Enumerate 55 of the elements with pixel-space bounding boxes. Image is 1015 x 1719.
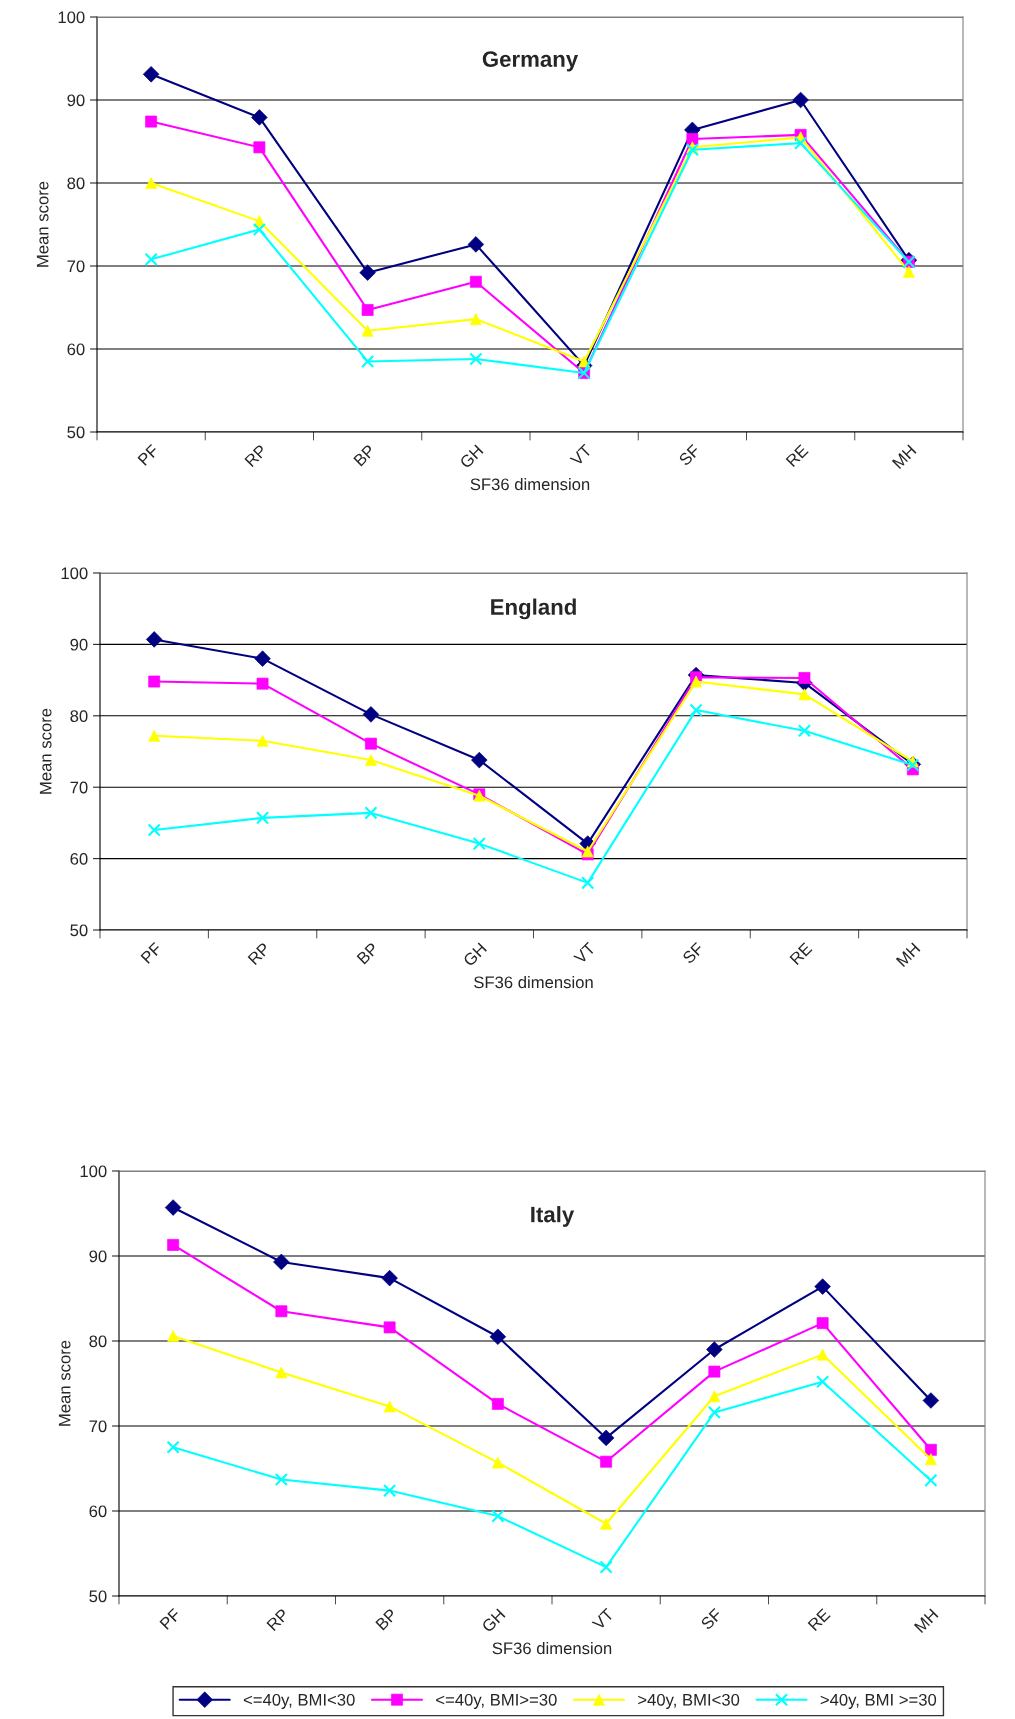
text: England — [491, 598, 576, 620]
x-tick-label: RP — [247, 942, 271, 966]
x-tick-label: MH — [895, 942, 921, 968]
y-tick-label: 60 — [67, 343, 85, 356]
x-tick-label: SF — [700, 1607, 723, 1631]
x-tick-label: BP — [356, 942, 379, 965]
y-tick-label: 70 — [67, 260, 85, 273]
x-axis-title: SF36 dimension — [492, 1641, 612, 1655]
x-tick-label: GH — [459, 444, 484, 469]
x-tick-label: VT — [591, 1607, 615, 1631]
legend-label: <=40y, BMI>=30 — [436, 1693, 557, 1709]
x-tick-label: PF — [137, 444, 160, 466]
x-tick-label: GH — [462, 942, 488, 967]
y-tick-label: 100 — [58, 11, 85, 24]
x-tick-label: BP — [353, 444, 376, 467]
x-axis-title: SF36 dimension — [470, 477, 590, 491]
y-tick-label: 70 — [70, 781, 88, 794]
text: Italy — [531, 1206, 575, 1227]
x-tick-label: BP — [375, 1608, 398, 1631]
y-tick-label: 70 — [89, 1420, 107, 1433]
x-tick-label: RP — [266, 1608, 290, 1632]
y-tick-label: 60 — [89, 1505, 107, 1518]
x-tick-label: PF — [140, 942, 163, 964]
y-axis-title: Mean score — [36, 181, 49, 267]
x-tick-label: RE — [789, 942, 813, 966]
legend-label: >40y, BMI<30 — [638, 1693, 740, 1709]
x-tick-label: SF — [681, 941, 705, 965]
y-tick-label: 80 — [89, 1335, 107, 1348]
legend-label: >40y, BMI >=30 — [820, 1693, 937, 1709]
legend-label: <=40y, BMI<30 — [243, 1693, 355, 1709]
x-tick-label: MH — [891, 444, 917, 470]
x-tick-label: VT — [569, 443, 593, 467]
y-axis-title: Mean score — [39, 708, 52, 794]
x-tick-label: PF — [159, 1608, 182, 1630]
y-tick-label: 50 — [70, 924, 88, 937]
x-tick-label: MH — [913, 1608, 939, 1634]
y-tick-label: 100 — [80, 1165, 107, 1178]
y-tick-label: 100 — [61, 567, 88, 580]
x-tick-label: GH — [481, 1608, 506, 1633]
x-tick-label: RE — [785, 444, 809, 468]
x-tick-label: SF — [678, 443, 701, 467]
y-tick-label: 90 — [67, 94, 85, 107]
y-tick-label: 80 — [70, 710, 88, 722]
y-tick-label: 90 — [89, 1250, 107, 1263]
x-tick-label: RP — [244, 444, 268, 468]
text: Germany — [482, 51, 579, 72]
x-tick-label: RE — [807, 1608, 831, 1632]
y-tick-label: 80 — [67, 177, 85, 190]
y-tick-label: 50 — [89, 1590, 107, 1603]
y-tick-label: 90 — [70, 638, 88, 651]
y-tick-label: 50 — [67, 426, 85, 439]
x-tick-label: VT — [573, 941, 596, 965]
y-axis-title: Mean score — [58, 1340, 71, 1426]
x-axis-title: SF36 dimension — [474, 975, 593, 989]
y-tick-label: 60 — [70, 853, 88, 865]
